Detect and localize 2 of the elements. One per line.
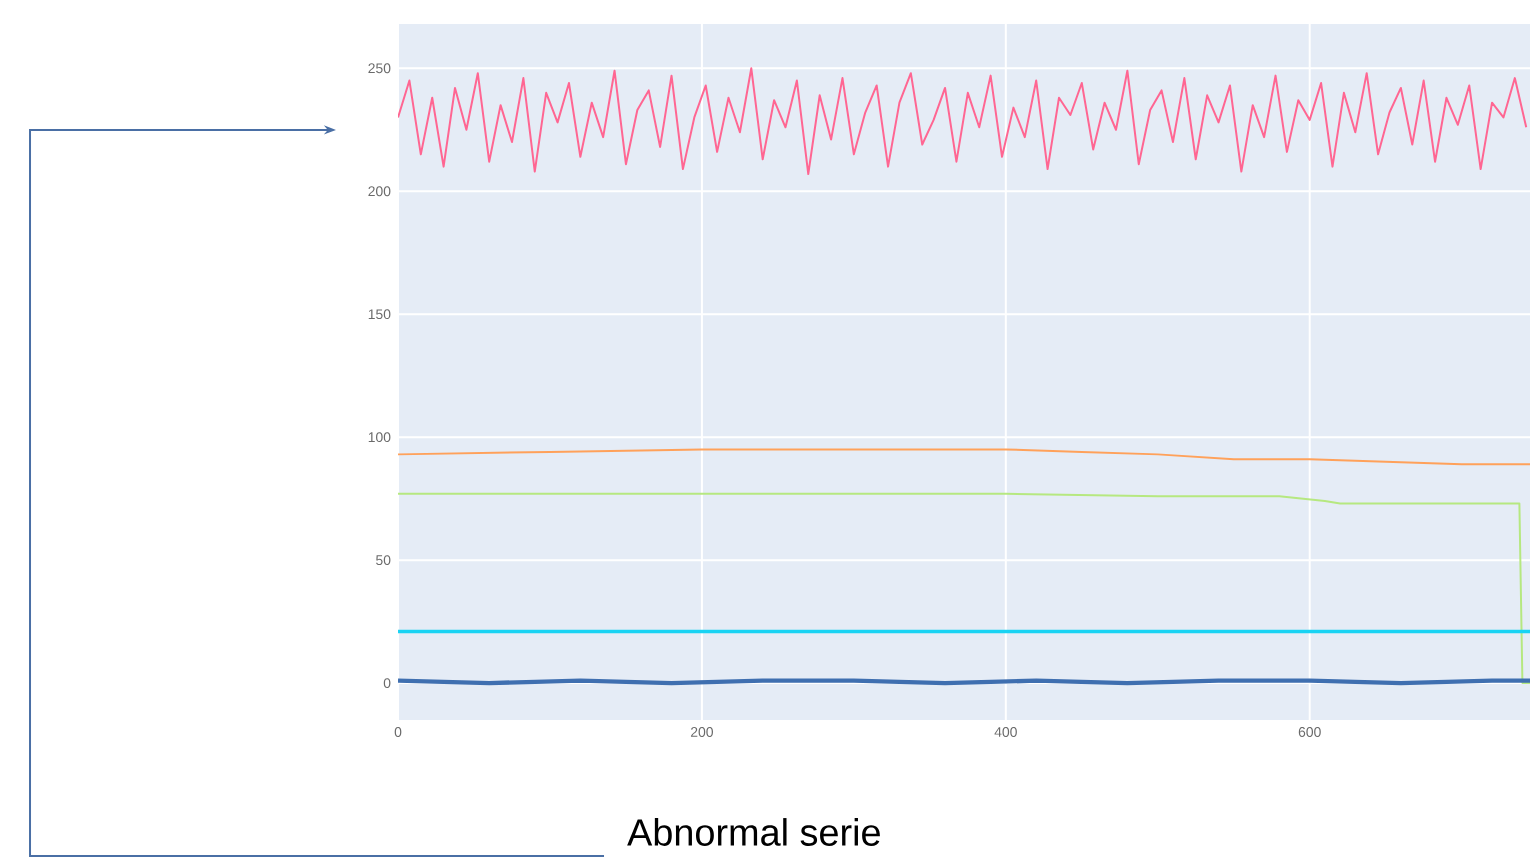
line-series [398,67,1528,176]
text: Abnormal serie [627,818,880,846]
